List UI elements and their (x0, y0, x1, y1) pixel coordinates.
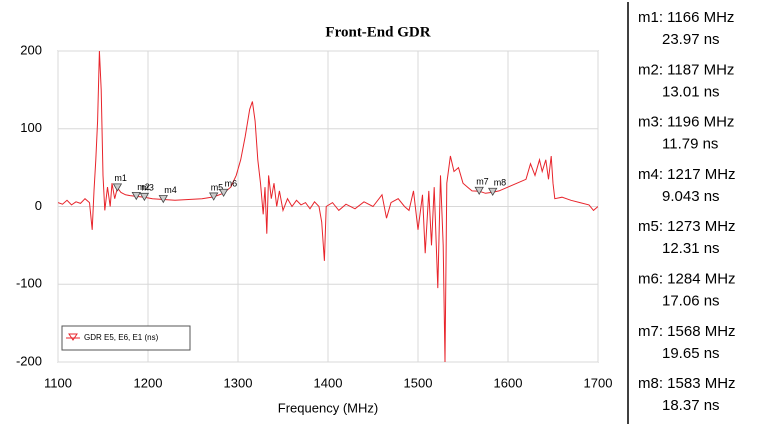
legend-icon (68, 333, 78, 341)
y-tick-label: 100 (20, 120, 42, 135)
x-tick-label: 1400 (314, 375, 343, 390)
marker-label: m6 (225, 179, 238, 189)
marker-label: m7 (476, 177, 489, 187)
marker-readout-x: m1: 1166 MHz (638, 9, 734, 26)
x-tick-label: 1700 (584, 375, 613, 390)
marker-readout-y: 11.79 ns (662, 136, 718, 153)
legend-box (61, 325, 191, 351)
y-tick-label: -200 (16, 353, 42, 368)
marker (158, 195, 168, 204)
y-tick-label: 200 (20, 42, 42, 57)
marker (112, 183, 123, 192)
x-tick-label: 1500 (404, 375, 433, 390)
chart-title: Front-End GDR (325, 24, 430, 40)
x-tick-label: 1200 (134, 375, 163, 390)
marker-readout-x: m8: 1583 MHz (638, 375, 736, 392)
marker-readout-y: 12.31 ns (662, 240, 720, 257)
marker-readout-x: m7: 1568 MHz (638, 323, 736, 340)
marker (139, 192, 150, 202)
legend-label: GDR E5, E6, E1 (ns) (84, 333, 159, 342)
x-tick-label: 1300 (224, 375, 253, 390)
marker-readout-x: m4: 1217 MHz (638, 166, 736, 183)
marker-readout-y: 17.06 ns (662, 292, 720, 309)
marker-readout-y: 18.37 ns (662, 397, 720, 414)
marker-label: m4 (164, 185, 177, 195)
x-tick-label: 1600 (494, 375, 523, 390)
marker-readout-y: 19.65 ns (662, 345, 720, 362)
marker-readout-x: m5: 1273 MHz (638, 218, 736, 235)
marker (218, 188, 229, 198)
marker (209, 192, 219, 201)
marker-readout-x: m3: 1196 MHz (638, 114, 734, 131)
marker (474, 186, 484, 196)
marker-label: m5 (211, 182, 224, 192)
x-axis-label: Frequency (MHz) (278, 400, 378, 415)
marker-readout-y: 9.043 ns (662, 188, 720, 205)
y-tick-label: 0 (35, 198, 42, 213)
y-tick-label: -100 (16, 276, 42, 291)
marker-readout-y: 13.01 ns (662, 83, 720, 100)
marker (488, 187, 498, 197)
marker-label: m3 (141, 183, 154, 193)
marker-readout-y: 23.97 ns (662, 31, 720, 48)
marker-label: m1 (114, 173, 127, 183)
x-tick-label: 1100 (44, 375, 72, 390)
marker-readout-x: m2: 1187 MHz (638, 61, 734, 78)
marker-readout-x: m6: 1284 MHz (638, 270, 736, 287)
marker-label: m2 (137, 182, 150, 192)
marker-label: m8 (494, 178, 507, 188)
marker (131, 191, 141, 201)
